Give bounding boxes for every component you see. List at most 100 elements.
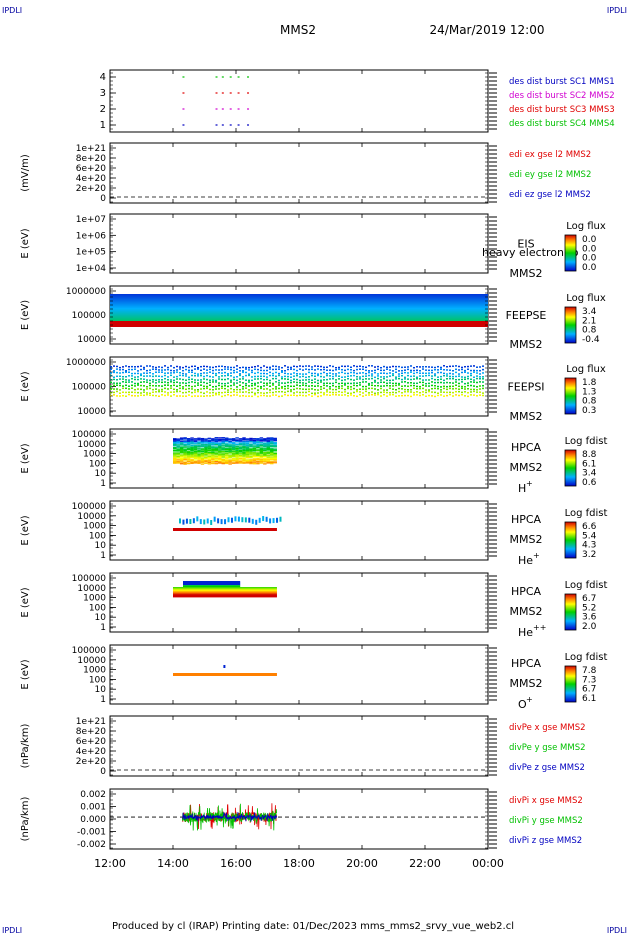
spectrogram-cell — [200, 454, 205, 456]
spectrogram-row — [183, 583, 241, 585]
spectrogram-cell — [231, 438, 236, 440]
spectrogram-cell — [228, 461, 232, 463]
spectrogram-cell — [341, 376, 343, 378]
spectrogram-cell — [197, 455, 201, 457]
spectrogram-cell — [443, 391, 445, 393]
spectrogram-cell — [170, 385, 172, 387]
panel-frame — [109, 788, 489, 850]
spectrogram-cell — [233, 388, 235, 391]
spectrogram-cell — [119, 378, 121, 380]
spectrogram-cell — [113, 384, 115, 387]
spectrogram-cell — [251, 388, 253, 390]
spectrogram-cell — [221, 458, 225, 460]
spectrogram-cell — [218, 378, 220, 380]
spectrogram-cell — [278, 379, 280, 382]
y-tick-label: 1 — [100, 120, 106, 131]
colorbar-tick-label: 3.4 — [582, 307, 597, 317]
spectrogram-cell — [207, 453, 212, 455]
spectrogram-row — [110, 307, 488, 309]
colorbar-title: Log flux — [566, 364, 606, 375]
spectrogram-cell — [119, 392, 121, 394]
spectrogram-cell — [272, 388, 274, 390]
spectrogram-cell — [251, 395, 253, 398]
spectrogram-cell — [353, 365, 355, 367]
spectrogram-cell — [224, 461, 229, 464]
spectrogram-cell — [207, 455, 212, 457]
spectrogram-cell — [416, 369, 418, 371]
spectrogram-cell — [323, 376, 325, 378]
spectrogram-cell — [425, 395, 427, 397]
spectrogram-cell — [262, 516, 265, 522]
spectrogram-cell — [245, 461, 250, 463]
spectrogram-cell — [155, 394, 157, 397]
spectrogram-cell — [122, 394, 124, 397]
legend-entry: des dist burst SC3 MMS3 — [509, 105, 615, 115]
spectrogram-cell — [183, 461, 187, 463]
spectrogram-cell — [428, 394, 430, 397]
spectrogram-cell — [311, 385, 313, 387]
spectrogram-cell — [206, 374, 208, 377]
spectrogram-cell — [221, 453, 225, 455]
spectrogram-cell — [419, 378, 421, 380]
spectrogram-cell — [259, 456, 264, 458]
spectrogram-cell — [452, 395, 454, 397]
spectrogram-cell — [191, 388, 193, 390]
spectrogram-cell — [245, 438, 250, 440]
spectrogram-cell — [200, 445, 205, 447]
spectrogram-cell — [273, 450, 277, 452]
spectrogram-cell — [260, 372, 262, 375]
spectrogram-cell — [122, 391, 124, 394]
spectrogram-cell — [173, 460, 177, 462]
corner-label-top-left: IPDLI — [2, 6, 22, 15]
spectrogram-cell — [359, 378, 361, 380]
spectrogram-row — [173, 593, 277, 595]
spectrogram-cell — [362, 381, 364, 383]
spectrogram-cell — [359, 372, 361, 374]
time-tick-label: 12:00 — [94, 857, 126, 870]
spectrogram-cell — [214, 446, 219, 448]
spectrogram-cell — [221, 438, 225, 441]
spectrogram-cell — [185, 375, 187, 377]
panel-divpe: (nPa/km)1e+218e+206e+204e+202e+200divPe … — [20, 715, 586, 777]
spectrogram-cell — [214, 446, 219, 449]
spectrogram-cell — [419, 385, 421, 388]
spectrogram-cell — [311, 368, 313, 371]
spectrogram-cell — [214, 437, 219, 439]
spectrogram-cell — [152, 381, 154, 383]
spectrogram-cell — [416, 385, 418, 388]
spectrogram-cell — [152, 373, 154, 375]
spectrogram-cell — [259, 460, 264, 462]
spectrogram-cell — [235, 460, 239, 463]
spectrogram-cell — [272, 365, 274, 367]
spectrogram-cell — [338, 385, 340, 388]
spectrogram-cell — [236, 382, 238, 384]
spectrogram-cell — [347, 365, 349, 367]
spectrogram-cell — [221, 378, 223, 381]
spectrogram-row — [110, 296, 488, 298]
spectrogram-cell — [371, 387, 373, 390]
spectrogram-cell — [356, 372, 358, 375]
spectrogram-cell — [221, 365, 223, 368]
spectrogram-cell — [257, 382, 259, 384]
panel-frame — [109, 572, 489, 633]
spectrogram-cell — [270, 456, 274, 458]
spectrogram-cell — [188, 366, 190, 369]
spectrogram-cell — [230, 375, 232, 377]
spectrogram-cell — [443, 385, 445, 388]
spectrogram-row — [110, 313, 488, 315]
spectrogram-cell — [173, 461, 177, 463]
spectrogram-cell — [164, 372, 166, 374]
spectrogram-cell — [235, 452, 239, 455]
spectrogram-cell — [401, 381, 403, 383]
spectrogram-cell — [293, 378, 295, 380]
spectrogram-cell — [386, 395, 388, 397]
spectrogram-cell — [173, 440, 177, 442]
spectrogram-cell — [128, 391, 130, 394]
spectrogram-cell — [137, 388, 139, 390]
spectrogram-cell — [227, 374, 229, 377]
spectrogram-cell — [256, 458, 260, 461]
spectrogram-cell — [449, 369, 451, 371]
spectrogram-cell — [207, 458, 212, 461]
spectrogram-cell — [224, 385, 226, 387]
